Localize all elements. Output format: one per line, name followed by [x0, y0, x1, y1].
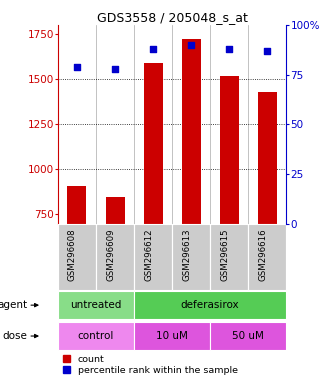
- Point: [264, 48, 270, 54]
- Title: GDS3558 / 205048_s_at: GDS3558 / 205048_s_at: [97, 11, 248, 24]
- Text: dose: dose: [2, 331, 27, 341]
- Text: agent: agent: [0, 300, 27, 310]
- Point: [74, 64, 79, 70]
- FancyBboxPatch shape: [210, 322, 286, 350]
- Text: control: control: [78, 331, 114, 341]
- Bar: [258, 92, 277, 223]
- Bar: [144, 63, 163, 223]
- Point: [150, 46, 156, 52]
- Point: [188, 42, 194, 48]
- Point: [226, 46, 232, 52]
- Text: GSM296613: GSM296613: [182, 229, 191, 281]
- Point: [112, 66, 118, 72]
- Text: 10 uM: 10 uM: [156, 331, 188, 341]
- Bar: [220, 76, 239, 223]
- FancyBboxPatch shape: [58, 322, 134, 350]
- FancyBboxPatch shape: [96, 223, 134, 290]
- Bar: [68, 185, 86, 223]
- FancyBboxPatch shape: [248, 223, 286, 290]
- FancyBboxPatch shape: [134, 322, 210, 350]
- Text: deferasirox: deferasirox: [181, 300, 240, 310]
- Text: 50 uM: 50 uM: [232, 331, 264, 341]
- Bar: [182, 40, 201, 223]
- Text: GSM296609: GSM296609: [106, 229, 115, 281]
- Text: GSM296612: GSM296612: [144, 229, 153, 281]
- Text: GSM296616: GSM296616: [258, 229, 267, 281]
- FancyBboxPatch shape: [134, 291, 286, 319]
- FancyBboxPatch shape: [210, 223, 248, 290]
- Text: GSM296608: GSM296608: [68, 229, 77, 281]
- FancyBboxPatch shape: [172, 223, 210, 290]
- FancyBboxPatch shape: [134, 223, 172, 290]
- Text: untreated: untreated: [70, 300, 122, 310]
- FancyBboxPatch shape: [58, 223, 96, 290]
- Legend: count, percentile rank within the sample: count, percentile rank within the sample: [63, 355, 238, 375]
- Bar: [106, 197, 124, 223]
- FancyBboxPatch shape: [58, 291, 134, 319]
- Text: GSM296615: GSM296615: [220, 229, 229, 281]
